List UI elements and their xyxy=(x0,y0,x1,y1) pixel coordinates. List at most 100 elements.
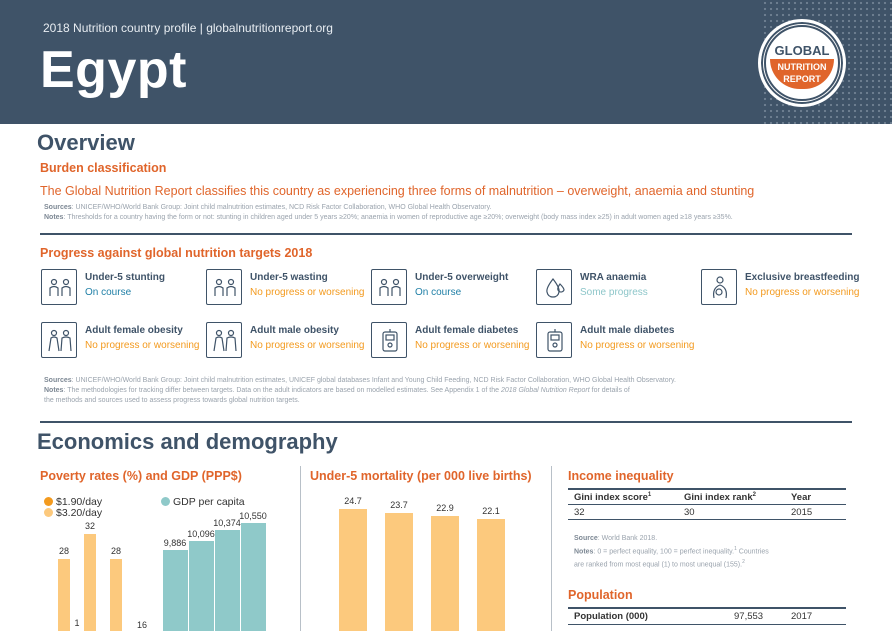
gdp-bar-label: 10,550 xyxy=(239,511,267,521)
mortality-bar xyxy=(339,509,367,631)
legend-dot xyxy=(44,497,53,506)
poverty-bar-320 xyxy=(84,534,96,631)
target-adult-female-diabetes: Adult female diabetes No progress or wor… xyxy=(371,322,536,362)
superscript: 1 xyxy=(734,546,737,552)
target-name: Under-5 wasting xyxy=(250,272,328,283)
adults-icon xyxy=(206,322,242,358)
mortality-bar xyxy=(385,512,413,631)
progress-notes-label: Notes xyxy=(44,387,64,394)
gini-score-value: 32 xyxy=(574,507,585,518)
mortality-bar-label: 22.9 xyxy=(436,502,454,513)
gdp-bar xyxy=(163,549,188,631)
mortality-bar-label: 24.7 xyxy=(344,496,362,506)
gini-rank-value: 30 xyxy=(684,507,695,518)
poverty-bar-320 xyxy=(58,558,70,631)
header-year: Year xyxy=(791,492,812,503)
column-divider xyxy=(551,466,552,631)
target-adult-male-diabetes: Adult male diabetes No progress or worse… xyxy=(536,322,701,362)
inequality-notes-line-2: are ranked from most equal (1) to most u… xyxy=(574,561,743,569)
legend-320: $3.20/day xyxy=(44,507,102,519)
inequality-source-label: Source xyxy=(574,535,598,542)
header-gini-rank: Gini index rank2 xyxy=(684,492,756,503)
target-name: WRA anaemia xyxy=(580,272,647,283)
mortality-heading: Under-5 mortality (per 000 live births) xyxy=(310,469,532,483)
mortality-bar xyxy=(477,518,505,631)
year-value: 2015 xyxy=(791,507,813,518)
table-row: 32 30 2015 xyxy=(568,505,846,520)
superscript: 1 xyxy=(647,492,652,498)
global-nutrition-report-logo[interactable]: GLOBAL NUTRITION REPORT xyxy=(758,19,846,107)
report-title: 2018 Global Nutrition Report xyxy=(500,387,590,394)
logo-line-1: NUTRITION xyxy=(777,62,827,72)
children-icon xyxy=(41,269,77,305)
target-status: No progress or worsening xyxy=(250,287,365,298)
logo-ring xyxy=(764,25,840,101)
target-name: Exclusive breastfeeding xyxy=(745,272,860,283)
mortality-bar xyxy=(431,515,459,631)
population-year: 2017 xyxy=(791,611,813,622)
target-status: No progress or worsening xyxy=(415,340,530,351)
burden-heading: Burden classification xyxy=(40,161,167,175)
target-status: On course xyxy=(85,287,132,298)
gdp-bar xyxy=(189,541,214,631)
target-under5-overweight: Under-5 overweight On course xyxy=(371,269,536,309)
target-status: No progress or worsening xyxy=(745,287,860,298)
target-status: No progress or worsening xyxy=(250,340,365,351)
inequality-notes-end: Countries xyxy=(736,548,769,556)
inequality-notes: Source: World Bank 2018. Notes: 0 = perf… xyxy=(574,534,844,571)
burden-sources: : UNICEF/WHO/World Bank Group: Joint chi… xyxy=(71,204,492,211)
column-label: Gini index score xyxy=(574,492,648,504)
logo-line-2: REPORT xyxy=(783,74,821,84)
page-header: 2018 Nutrition country profile | globaln… xyxy=(0,0,892,124)
progress-notes-end: for details of xyxy=(589,387,630,394)
children-icon xyxy=(206,269,242,305)
poverty-bar-label: 28 xyxy=(110,545,121,556)
legend-dot xyxy=(161,497,170,506)
adults-icon xyxy=(41,322,77,358)
burden-sources-label: Sources xyxy=(44,204,72,211)
income-inequality-table: Gini index score1 Gini index rank2 Year … xyxy=(568,488,846,520)
burden-notes-label: Notes xyxy=(44,214,64,221)
breastfeeding-icon xyxy=(701,269,737,305)
legend-label: $3.20/day xyxy=(56,507,103,519)
target-name: Adult female diabetes xyxy=(415,325,519,336)
burden-notes: Sources: UNICEF/WHO/World Bank Group: Jo… xyxy=(44,203,874,223)
progress-sources-label: Sources xyxy=(44,377,72,384)
target-exclusive-breastfeeding: Exclusive breastfeeding No progress or w… xyxy=(701,269,866,309)
progress-notes-line-2: the methods and sources used to assess p… xyxy=(44,397,300,404)
logo-global: GLOBAL xyxy=(774,43,830,58)
logo-text: NUTRITION REPORT xyxy=(761,61,843,85)
progress-sources: : UNICEF/WHO/World Bank Group: Joint chi… xyxy=(71,377,676,384)
burden-notes-text: : Thresholds for a country having the fo… xyxy=(63,214,733,221)
target-adult-female-obesity: Adult female obesity No progress or wors… xyxy=(41,322,206,362)
profile-subtitle: 2018 Nutrition country profile | globaln… xyxy=(43,21,333,35)
target-name: Under-5 stunting xyxy=(85,272,165,283)
glucose-meter-icon xyxy=(536,322,572,358)
target-status: Some progress xyxy=(580,287,648,298)
gdp-bar-label: 9,886 xyxy=(163,537,187,548)
divider xyxy=(40,233,852,235)
target-name: Adult male diabetes xyxy=(580,325,675,336)
gdp-bar-label: 10,096 xyxy=(187,529,215,540)
target-status: No progress or worsening xyxy=(580,340,695,351)
target-wra-anaemia: WRA anaemia Some progress xyxy=(536,269,701,309)
inequality-notes-label: Notes xyxy=(574,548,594,556)
poverty-heading: Poverty rates (%) and GDP (PPP$) xyxy=(40,469,242,483)
legend-gdp: GDP per capita xyxy=(161,496,245,508)
burden-text: The Global Nutrition Report classifies t… xyxy=(40,184,755,198)
progress-heading: Progress against global nutrition target… xyxy=(40,246,313,260)
inequality-heading: Income inequality xyxy=(568,469,674,483)
target-status: No progress or worsening xyxy=(85,340,200,351)
target-name: Under-5 overweight xyxy=(415,272,509,283)
progress-notes: Sources: UNICEF/WHO/World Bank Group: Jo… xyxy=(44,376,844,406)
progress-notes-text: : The methodologies for tracking differ … xyxy=(63,387,501,394)
children-icon xyxy=(371,269,407,305)
blood-drop-icon xyxy=(536,269,572,305)
column-label: Gini index rank xyxy=(684,492,753,504)
poverty-bar-label: 1 xyxy=(74,618,80,628)
legend-label: $1.90/day xyxy=(56,496,103,508)
target-name: Adult female obesity xyxy=(85,325,183,336)
population-label: Population (000) xyxy=(574,611,648,622)
superscript: 2 xyxy=(752,492,756,498)
overview-title: Overview xyxy=(37,130,135,155)
